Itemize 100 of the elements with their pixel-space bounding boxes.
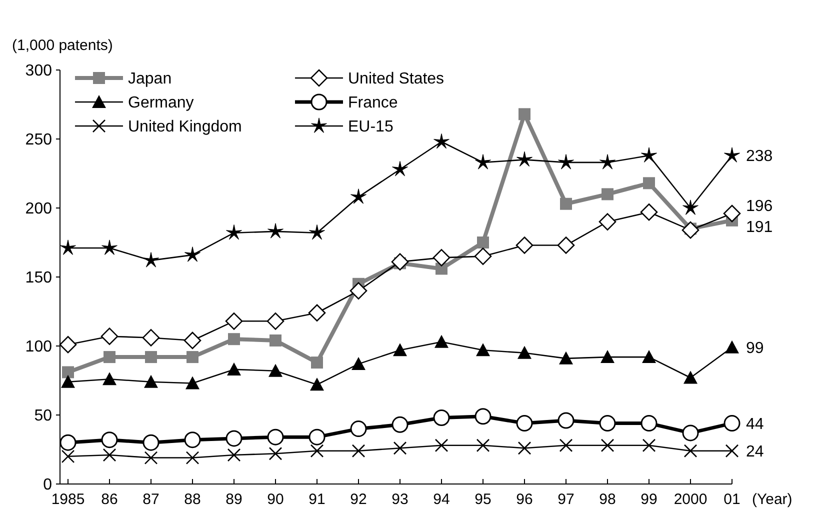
point [311, 356, 323, 369]
point [350, 188, 366, 204]
point [309, 224, 325, 240]
point [518, 346, 532, 359]
point [228, 333, 240, 346]
point [270, 334, 282, 346]
data-label: 196 [746, 198, 773, 216]
legend-label: Japan [128, 70, 172, 88]
x-tick-label: 2000 [674, 491, 708, 508]
point [643, 177, 655, 190]
x-tick-label: 86 [101, 491, 118, 508]
point [310, 378, 324, 391]
legend-label: EU-15 [348, 118, 394, 136]
point [476, 343, 490, 356]
point [268, 364, 282, 377]
point [186, 451, 200, 464]
point [518, 441, 532, 455]
point [226, 430, 242, 447]
point [102, 240, 118, 255]
point [143, 252, 159, 268]
point [557, 236, 575, 254]
point [434, 438, 448, 452]
point [516, 236, 534, 254]
point [474, 408, 492, 425]
point [145, 351, 157, 364]
point [434, 133, 450, 149]
x-tick-label: 95 [474, 491, 492, 508]
point [104, 351, 116, 364]
point [433, 410, 450, 426]
y-tick-label: 200 [25, 200, 52, 218]
data-label: 44 [746, 416, 764, 433]
point [640, 203, 658, 221]
point [724, 147, 740, 162]
point [476, 438, 490, 452]
point [558, 412, 574, 429]
x-tick-label: 1985 [51, 491, 85, 508]
point [308, 304, 326, 322]
point [184, 432, 201, 448]
point [350, 420, 367, 438]
point [184, 246, 200, 262]
point [62, 366, 74, 378]
point [350, 282, 368, 300]
point [60, 240, 76, 255]
data-label: 238 [746, 148, 773, 166]
point [310, 444, 324, 458]
point [226, 224, 242, 240]
y-tick-label: 150 [25, 270, 52, 287]
point [144, 374, 158, 388]
point [102, 372, 116, 386]
point [518, 108, 530, 120]
point [599, 415, 616, 432]
point [600, 350, 614, 364]
legend-label: United States [348, 70, 444, 88]
x-tick-label: 98 [599, 491, 616, 508]
point [516, 415, 533, 432]
point [598, 213, 616, 230]
point [725, 340, 739, 354]
point [142, 329, 160, 346]
point [640, 415, 658, 432]
point [724, 415, 740, 432]
point [434, 334, 448, 348]
point [352, 444, 366, 458]
legend-label: United Kingdom [128, 118, 242, 136]
point [144, 451, 158, 464]
point [642, 350, 656, 364]
data-label: 99 [746, 340, 764, 357]
point [474, 248, 492, 265]
x-tick-label: 88 [184, 491, 201, 508]
data-label: 24 [746, 443, 764, 460]
point [393, 343, 407, 356]
legend-label: Germany [128, 94, 194, 112]
point [432, 249, 450, 266]
point [61, 374, 75, 388]
point [227, 362, 241, 376]
point [725, 444, 739, 458]
point [642, 438, 656, 452]
point [602, 188, 614, 200]
point [184, 332, 202, 350]
y-axis-title: (1,000 patents) [12, 37, 113, 54]
y-tick-label: 0 [43, 476, 52, 494]
point [559, 351, 573, 364]
point [61, 450, 75, 464]
point [186, 351, 198, 364]
point [600, 438, 614, 452]
y-tick-label: 250 [25, 132, 52, 149]
point [560, 198, 572, 210]
point [225, 312, 243, 330]
y-tick-label: 300 [25, 62, 52, 80]
point [393, 441, 407, 455]
x-tick-label: 96 [516, 491, 533, 508]
point [391, 253, 409, 270]
point [186, 376, 200, 390]
x-axis-title: (Year) [752, 491, 792, 508]
point [723, 204, 741, 222]
point [142, 434, 160, 451]
x-tick-label: 90 [267, 491, 284, 508]
point [684, 444, 698, 458]
point [559, 438, 573, 452]
point [101, 432, 118, 448]
point [684, 370, 698, 384]
